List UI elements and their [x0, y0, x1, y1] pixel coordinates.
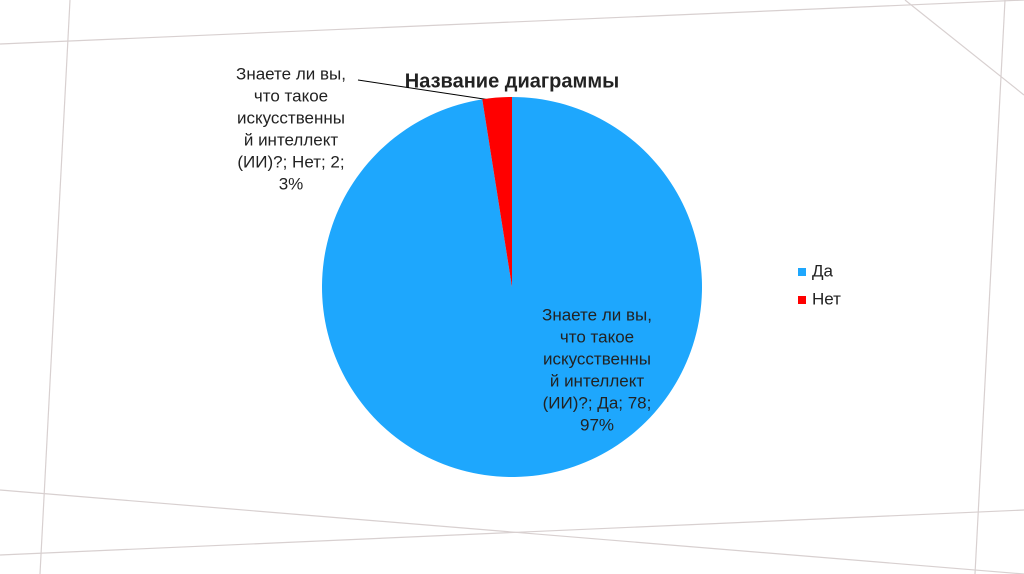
- legend-label: Да: [812, 261, 834, 280]
- data-label: (ИИ)?; Да; 78;: [543, 393, 652, 412]
- legend-swatch: [798, 296, 806, 304]
- data-label: 97%: [580, 415, 614, 434]
- data-label: Знаете ли вы,: [542, 305, 652, 324]
- pie-slice: [322, 97, 703, 478]
- pie-slice: [482, 97, 512, 287]
- data-label: й интеллект: [244, 130, 339, 149]
- data-label: 3%: [279, 174, 304, 193]
- leader-line: [357, 79, 498, 102]
- data-label: (ИИ)?; Нет; 2;: [237, 152, 344, 171]
- data-label: что такое: [560, 327, 634, 346]
- data-label: й интеллект: [550, 371, 645, 390]
- legend-swatch: [798, 268, 806, 276]
- legend-label: Нет: [812, 289, 841, 308]
- data-label: искусственны: [237, 108, 345, 127]
- data-label: Знаете ли вы,: [236, 64, 346, 83]
- data-label: искусственны: [543, 349, 651, 368]
- chart-title: Название диаграммы: [405, 70, 619, 92]
- data-label: что такое: [254, 86, 328, 105]
